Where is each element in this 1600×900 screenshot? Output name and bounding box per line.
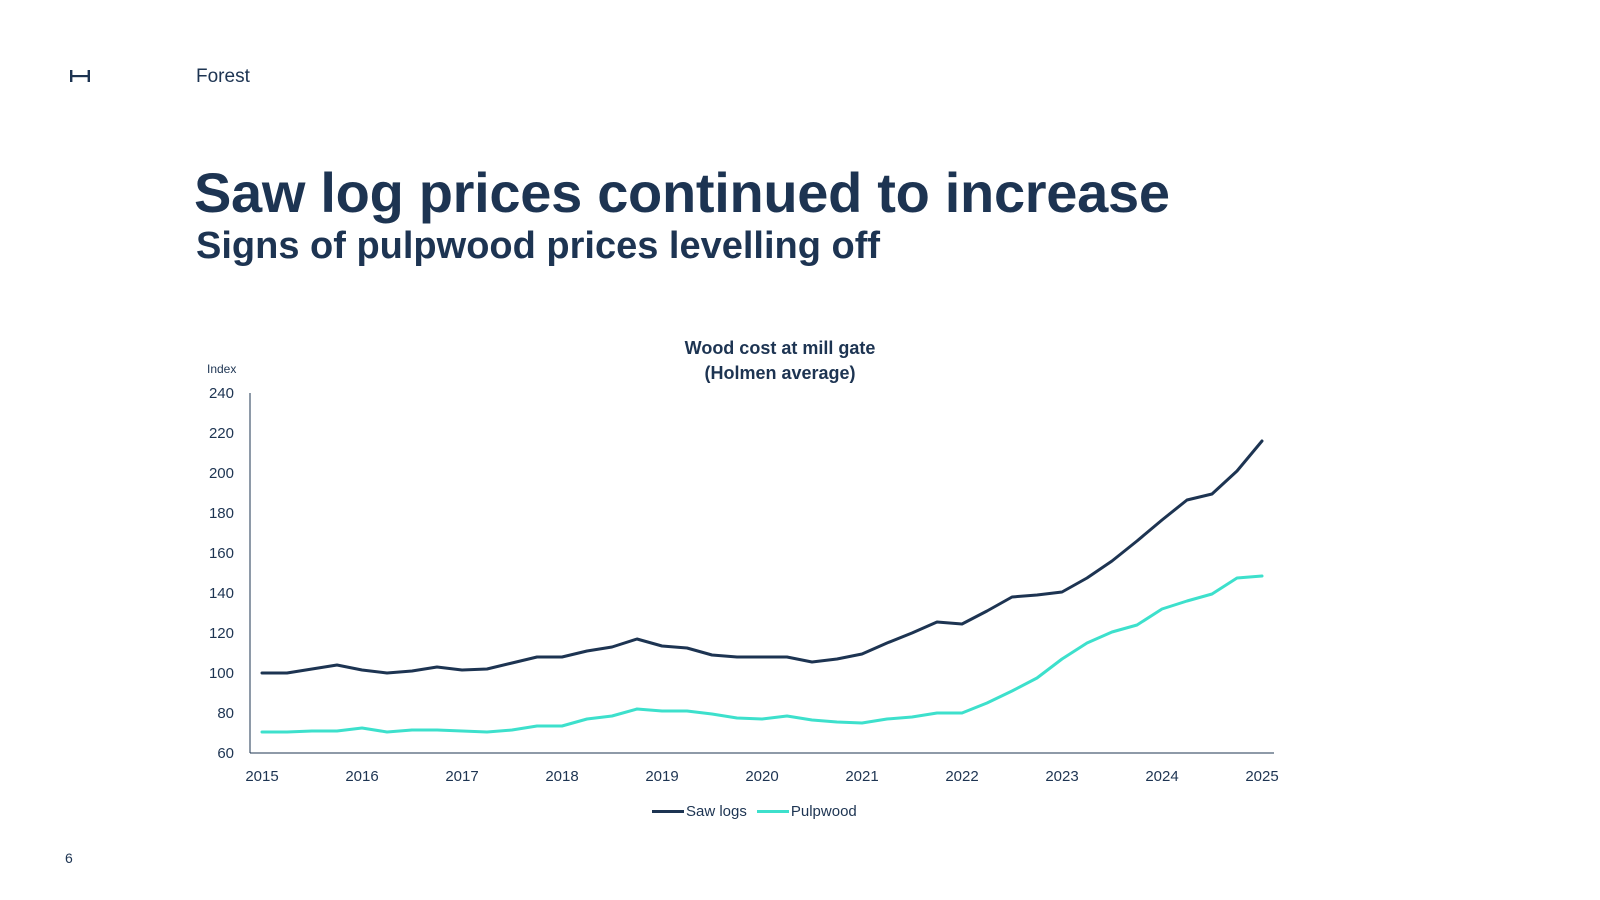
y-tick-label: 100 bbox=[209, 665, 234, 682]
y-tick-label: 180 bbox=[209, 505, 234, 522]
holmen-h-logo-icon bbox=[70, 70, 90, 82]
x-tick-label: 2018 bbox=[545, 768, 578, 785]
y-tick-label: 140 bbox=[209, 585, 234, 602]
series-line-pulpwood bbox=[260, 574, 1264, 734]
series-line-saw-logs bbox=[260, 439, 1264, 675]
chart-title-line-1: Wood cost at mill gate bbox=[684, 338, 876, 358]
page-subtitle: Signs of pulpwood prices levelling off bbox=[196, 225, 881, 267]
y-tick-label: 200 bbox=[209, 465, 234, 482]
y-tick-label: 120 bbox=[209, 625, 234, 642]
legend-item-saw-logs: Saw logs bbox=[652, 803, 747, 820]
x-tick-label: 2024 bbox=[1145, 768, 1178, 785]
x-tick-label: 2020 bbox=[745, 768, 778, 785]
x-tick-label: 2017 bbox=[445, 768, 478, 785]
legend-swatch-pulpwood bbox=[756, 810, 789, 813]
section-label: Forest bbox=[196, 66, 250, 87]
legend-item-pulpwood: Pulpwood bbox=[756, 803, 857, 820]
legend-label-pulpwood: Pulpwood bbox=[790, 803, 857, 820]
legend-swatch-saw-logs bbox=[652, 810, 684, 813]
chart-legend: Saw logs Pulpwood bbox=[652, 803, 867, 820]
legend-label-saw-logs: Saw logs bbox=[686, 803, 747, 820]
x-tick-label: 2015 bbox=[245, 768, 278, 785]
y-tick-label: 220 bbox=[209, 425, 234, 442]
chart-title-line-2: (Holmen average) bbox=[704, 363, 856, 383]
chart-title: Wood cost at mill gate (Holmen average) bbox=[580, 336, 980, 386]
page-title: Saw log prices continued to increase bbox=[194, 161, 1170, 224]
page-number: 6 bbox=[65, 850, 73, 866]
y-tick-label: 80 bbox=[217, 705, 234, 722]
x-tick-label: 2022 bbox=[945, 768, 978, 785]
x-tick-label: 2019 bbox=[645, 768, 678, 785]
y-tick-label: 240 bbox=[209, 385, 234, 402]
x-tick-label: 2021 bbox=[845, 768, 878, 785]
y-axis-label: Index bbox=[207, 362, 236, 376]
x-tick-label: 2016 bbox=[345, 768, 378, 785]
x-tick-label: 2023 bbox=[1045, 768, 1078, 785]
y-tick-label: 160 bbox=[209, 545, 234, 562]
x-tick-label: 2025 bbox=[1245, 768, 1278, 785]
y-tick-label: 60 bbox=[217, 745, 234, 762]
